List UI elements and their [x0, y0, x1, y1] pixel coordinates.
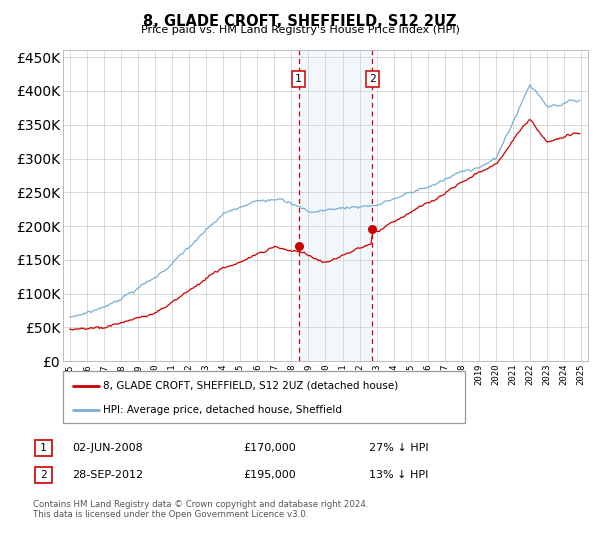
FancyBboxPatch shape — [35, 467, 52, 483]
Text: 8, GLADE CROFT, SHEFFIELD, S12 2UZ (detached house): 8, GLADE CROFT, SHEFFIELD, S12 2UZ (deta… — [103, 381, 398, 391]
Text: 2: 2 — [369, 74, 376, 84]
Text: 02-JUN-2008: 02-JUN-2008 — [73, 443, 143, 453]
Text: Price paid vs. HM Land Registry's House Price Index (HPI): Price paid vs. HM Land Registry's House … — [140, 25, 460, 35]
Bar — [299, 50, 373, 361]
FancyBboxPatch shape — [63, 371, 465, 423]
Text: Contains HM Land Registry data © Crown copyright and database right 2024.
This d: Contains HM Land Registry data © Crown c… — [33, 500, 368, 519]
Text: HPI: Average price, detached house, Sheffield: HPI: Average price, detached house, Shef… — [103, 405, 342, 416]
Text: £170,000: £170,000 — [243, 443, 296, 453]
FancyBboxPatch shape — [35, 440, 52, 456]
Text: 2: 2 — [40, 470, 47, 480]
Text: 28-SEP-2012: 28-SEP-2012 — [73, 470, 144, 480]
Text: 27% ↓ HPI: 27% ↓ HPI — [369, 443, 428, 453]
Text: 1: 1 — [40, 443, 47, 453]
Text: 8, GLADE CROFT, SHEFFIELD, S12 2UZ: 8, GLADE CROFT, SHEFFIELD, S12 2UZ — [143, 14, 457, 29]
Text: 13% ↓ HPI: 13% ↓ HPI — [369, 470, 428, 480]
Text: £195,000: £195,000 — [243, 470, 296, 480]
Text: 1: 1 — [295, 74, 302, 84]
